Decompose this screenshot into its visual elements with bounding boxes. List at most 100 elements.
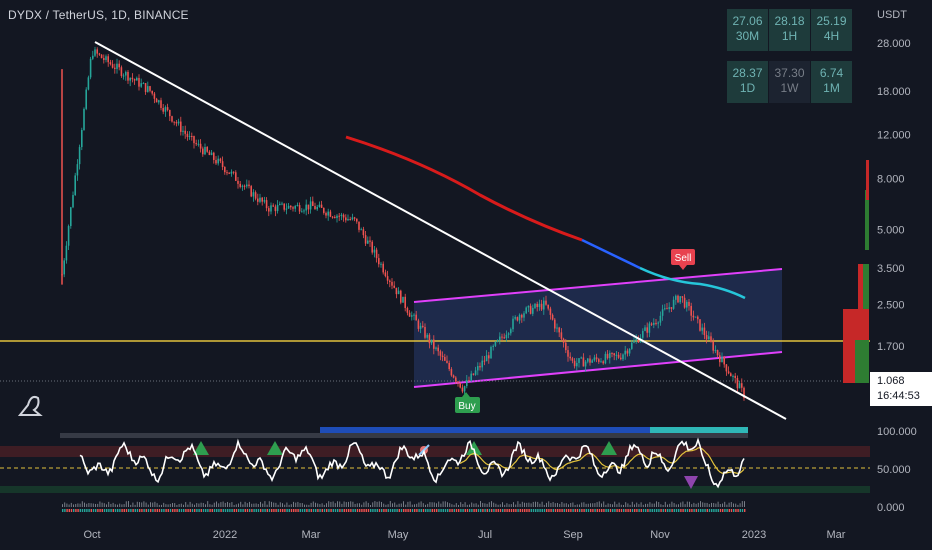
osc-volume-tick: [739, 503, 741, 507]
osc-volume-tick: [638, 504, 640, 507]
candle-body: [576, 362, 578, 367]
osc-volume-tick: [106, 504, 107, 507]
osc-volume-bar: [526, 509, 528, 512]
candle-body: [74, 175, 76, 196]
candle-body: [657, 322, 659, 324]
osc-volume-bar: [535, 509, 537, 512]
candle-body: [470, 373, 472, 381]
osc-volume-tick: [603, 501, 605, 507]
osc-volume-bar: [521, 509, 524, 512]
timeframe-label: 30M: [735, 29, 760, 43]
osc-volume-tick: [713, 503, 715, 507]
candle-body: [562, 338, 565, 343]
candle-body: [494, 341, 497, 346]
osc-volume-bar: [689, 509, 691, 512]
osc-volume-tick: [141, 502, 143, 507]
price-tick: 5.000: [877, 224, 905, 236]
candle-body: [408, 312, 411, 317]
osc-volume-bar: [205, 509, 207, 512]
osc-volume-bar: [90, 509, 92, 512]
osc-volume-bar: [185, 509, 187, 512]
osc-volume-bar: [394, 509, 396, 512]
osc-volume-tick: [508, 504, 510, 507]
candle-body: [325, 212, 327, 216]
osc-volume-bar: [614, 509, 616, 512]
candle-body: [248, 184, 250, 187]
osc-volume-bar: [301, 509, 304, 512]
osc-volume-bar: [667, 509, 669, 512]
price-tick: 1.700: [877, 341, 905, 353]
timeframe-value: 6.74: [819, 66, 844, 80]
osc-volume-bar: [579, 509, 581, 512]
candle-body: [114, 67, 116, 69]
candles-group: [61, 46, 745, 401]
osc-volume-bar: [374, 509, 376, 512]
osc-volume-bar: [299, 509, 301, 512]
osc-volume-tick: [524, 502, 525, 507]
osc-volume-tick: [220, 502, 222, 507]
osc-volume-tick: [497, 504, 499, 507]
osc-volume-bar: [191, 509, 194, 512]
candle-body: [699, 319, 701, 331]
osc-volume-bar: [178, 509, 180, 512]
osc-volume-bar: [139, 509, 141, 512]
candle-body: [151, 90, 153, 94]
osc-volume-bar: [717, 509, 719, 512]
osc-volume-tick: [361, 504, 363, 507]
candle-body: [450, 369, 453, 376]
candle-body: [384, 272, 387, 277]
osc-volume-tick: [640, 502, 642, 507]
moving-average-red: [345, 135, 583, 242]
candle-body: [483, 360, 486, 362]
osc-volume-tick: [581, 502, 583, 507]
osc-volume-bar: [697, 509, 700, 512]
candle-body: [305, 204, 307, 211]
osc-volume-tick: [695, 503, 697, 507]
osc-up-triangle-icon: [466, 441, 482, 455]
candle-body: [637, 338, 640, 343]
osc-volume-bar: [548, 509, 550, 512]
osc-volume-bar: [249, 509, 251, 512]
osc-volume-bar: [62, 509, 64, 512]
osc-up-triangle-icon: [193, 441, 209, 455]
candle-body: [606, 353, 609, 359]
osc-volume-bar: [86, 509, 88, 512]
osc-volume-tick: [680, 502, 682, 507]
candle-body: [375, 249, 378, 259]
candle-body: [226, 172, 228, 174]
osc-volume-tick: [568, 504, 569, 507]
osc-volume-tick: [119, 503, 121, 507]
osc-volume-bar: [240, 509, 242, 512]
candle-body: [353, 217, 356, 219]
osc-volume-bar: [673, 509, 675, 512]
sell-signal: Sell: [671, 249, 695, 270]
candle-body: [105, 56, 107, 60]
osc-volume-tick: [693, 502, 695, 507]
osc-volume-tick: [471, 502, 473, 507]
time-tick: Sep: [563, 529, 583, 541]
osc-volume-tick: [209, 504, 211, 507]
osc-volume-bar: [66, 509, 68, 512]
osc-volume-bar: [682, 509, 684, 512]
osc-volume-bar: [502, 509, 504, 512]
osc-volume-bar: [680, 509, 682, 512]
osc-volume-tick: [207, 501, 209, 507]
osc-volume-bar: [491, 509, 493, 512]
time-axis: Oct 2022 Mar May Jul Sep Nov 2023 Mar: [83, 529, 845, 541]
osc-volume-bar: [200, 509, 202, 512]
osc-volume-tick: [517, 501, 519, 507]
osc-volume-strip: [62, 501, 746, 512]
osc-volume-bar: [330, 509, 332, 512]
candle-body: [501, 336, 503, 338]
candle-body: [554, 319, 556, 329]
osc-volume-tick: [178, 504, 180, 507]
candle-body: [320, 204, 323, 208]
candle-body: [395, 287, 398, 295]
osc-volume-tick: [304, 504, 305, 507]
osc-volume-tick: [128, 501, 129, 507]
candle-body: [204, 146, 206, 155]
osc-volume-bar: [464, 509, 466, 512]
timeframe-value: 28.37: [732, 66, 763, 80]
